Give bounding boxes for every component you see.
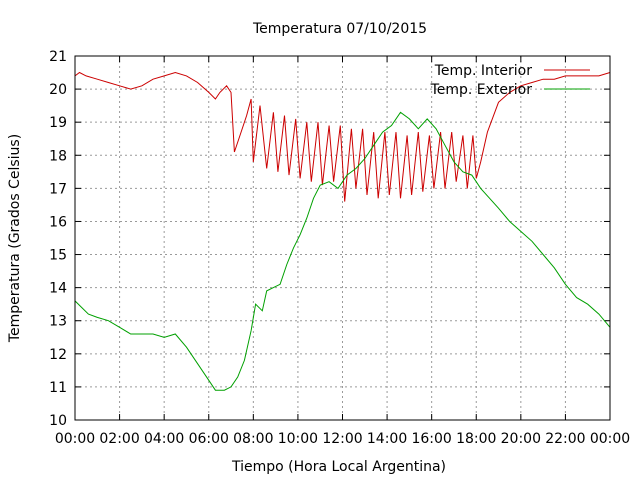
- series-line-1: [74, 111, 611, 391]
- y-tick-label: 17: [49, 181, 67, 197]
- y-tick-label: 14: [49, 281, 67, 297]
- series-line-0: [74, 71, 611, 202]
- x-tick-label: 20:00: [501, 431, 541, 447]
- grid: [75, 56, 610, 420]
- series-lines: [74, 71, 611, 391]
- y-tick-label: 15: [49, 248, 67, 264]
- x-tick-label: 00:00: [55, 431, 95, 447]
- y-tick-label: 13: [49, 314, 67, 330]
- y-tick-label: 16: [49, 214, 67, 230]
- x-tick-label: 14:00: [367, 431, 407, 447]
- y-tick-label: 19: [49, 115, 67, 131]
- plot-frame: [74, 55, 611, 421]
- x-tick-label: 02:00: [99, 431, 139, 447]
- x-tick-label: 10:00: [278, 431, 318, 447]
- y-tick-label: 20: [49, 82, 67, 98]
- y-tick-label: 11: [49, 380, 67, 396]
- y-tick-label: 10: [49, 413, 67, 429]
- x-tick-label: 04:00: [144, 431, 184, 447]
- x-tick-label: 16:00: [411, 431, 451, 447]
- legend-label-0: Temp. Interior: [434, 63, 533, 79]
- y-tick-label: 21: [49, 49, 67, 65]
- x-tick-label: 08:00: [233, 431, 273, 447]
- x-tick-label: 18:00: [456, 431, 496, 447]
- legend: Temp. Interior Temp. Exterior: [430, 63, 590, 98]
- x-tick-label: 00:00: [590, 431, 630, 447]
- x-axis-label: Tiempo (Hora Local Argentina): [231, 459, 446, 475]
- axis-ticks: 00:00 02:00 04:00 06:00 08:00 10:00 12:00 14:00…: [49, 49, 630, 447]
- y-tick-label: 18: [49, 148, 67, 164]
- y-tick-label: 12: [49, 347, 67, 363]
- x-tick-label: 12:00: [322, 431, 362, 447]
- legend-label-1: Temp. Exterior: [430, 82, 533, 98]
- x-tick-label: 06:00: [189, 431, 229, 447]
- chart-title: Temperatura 07/10/2015: [252, 21, 427, 37]
- y-axis-label: Temperatura (Grados Celsius): [7, 134, 23, 343]
- x-tick-label: 22:00: [545, 431, 585, 447]
